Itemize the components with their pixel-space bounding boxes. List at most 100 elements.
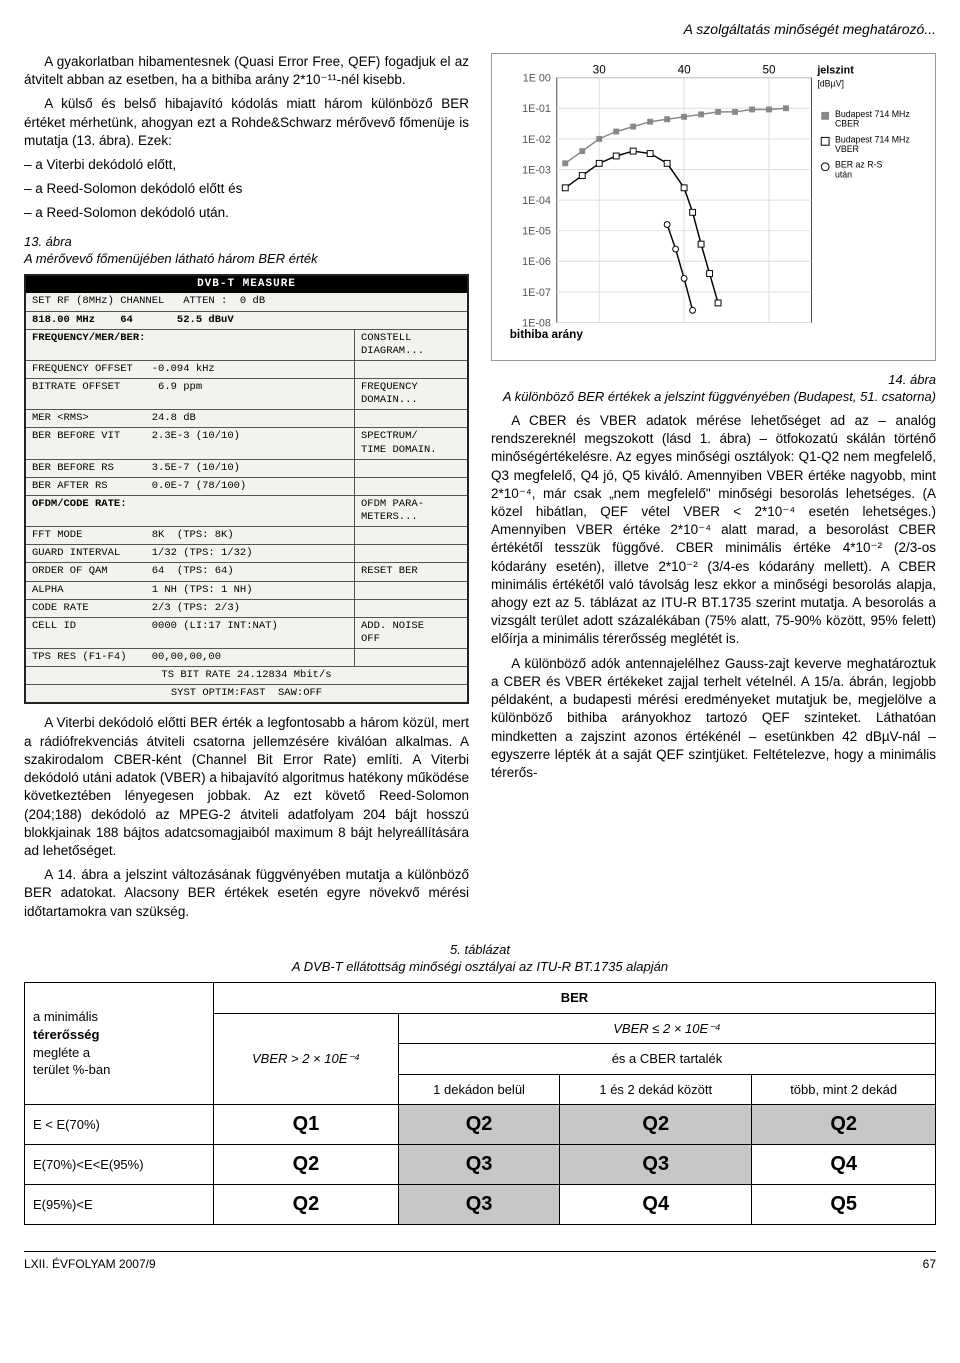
svg-text:Budapest 714 MHz: Budapest 714 MHz	[835, 134, 910, 144]
measure-side-3	[355, 410, 467, 427]
svg-text:után: után	[835, 169, 852, 179]
row2-c1: Q3	[398, 1185, 559, 1225]
th-vber-le: VBER ≤ 2 × 10E⁻⁴	[398, 1013, 935, 1044]
table5-rowhead: a minimális térerősség megléte a terület…	[25, 982, 214, 1104]
measure-ber-rs: BER BEFORE RS 3.5E-7 (10/10)	[26, 460, 355, 477]
svg-text:1E-06: 1E-06	[522, 256, 551, 268]
row1-c0: Q2	[213, 1145, 398, 1185]
measure-ber-vit: BER BEFORE VIT 2.3E-3 (10/10)	[26, 428, 355, 458]
svg-text:1E-03: 1E-03	[522, 164, 551, 176]
svg-text:bithiba arány: bithiba arány	[510, 328, 584, 341]
row0-c3: Q2	[752, 1105, 936, 1145]
measure-mer: MER <RMS> 24.8 dB	[26, 410, 355, 427]
table5-text: A DVB-T ellátottság minőségi osztályai a…	[292, 959, 668, 974]
th-cber-reserve: és a CBER tartalék	[398, 1044, 935, 1075]
right-column: 1E 00 1E-01 1E-02 1E-03 1E-04 1E-05 1E-06 1E-07…	[491, 53, 936, 927]
measure-freq-offset: FREQUENCY OFFSET -0.094 kHz	[26, 361, 355, 378]
dvbt-measure-panel: DVB-T MEASURE SET RF (8MHz) CHANNEL ATTE…	[24, 274, 469, 705]
row0-c0: Q1	[213, 1105, 398, 1145]
row1-c2: Q3	[560, 1145, 752, 1185]
fig14-text: A különböző BER értékek a jelszint függv…	[503, 389, 936, 404]
svg-text:1E-01: 1E-01	[522, 103, 551, 115]
measure-title: DVB-T MEASURE	[26, 276, 467, 294]
row0-c1: Q2	[398, 1105, 559, 1145]
measure-btn-freqdom[interactable]: FREQUENCY DOMAIN...	[355, 379, 467, 409]
th-col3: több, mint 2 dekád	[752, 1074, 936, 1105]
measure-alpha: ALPHA 1 NH (TPS: 1 NH)	[26, 582, 355, 599]
table5-caption: 5. táblázat A DVB-T ellátottság minőségi…	[24, 941, 936, 976]
fig13-text: A mérővevő főmenüjében látható három BER…	[24, 251, 318, 266]
measure-top-labels: SET RF (8MHz) CHANNEL ATTEN : 0 dB	[26, 293, 467, 310]
th-l2: megléte a	[33, 1045, 90, 1060]
fig14-chart: 1E 00 1E-01 1E-02 1E-03 1E-04 1E-05 1E-06 1E-07…	[491, 53, 936, 361]
row2-label: E(95%)<E	[25, 1185, 214, 1225]
fig14-num: 14. ábra	[888, 372, 936, 387]
row2-c0: Q2	[213, 1185, 398, 1225]
measure-syst: SYST OPTIM:FAST SAW:OFF	[26, 685, 467, 702]
left-column: A gyakorlatban hibamentesnek (Quasi Erro…	[24, 53, 469, 927]
svg-text:1E-02: 1E-02	[522, 134, 551, 146]
para-qef: A gyakorlatban hibamentesnek (Quasi Erro…	[24, 53, 469, 89]
measure-tpsres: TPS RES (F1-F4) 00,00,00,00	[26, 649, 355, 666]
row2-c2: Q4	[560, 1185, 752, 1225]
row1-c3: Q4	[752, 1145, 936, 1185]
svg-text:Budapest 714 MHz: Budapest 714 MHz	[835, 109, 910, 119]
two-column-layout: A gyakorlatban hibamentesnek (Quasi Erro…	[24, 53, 936, 927]
th-ber: BER	[213, 982, 935, 1013]
measure-ber-after-rs: BER AFTER RS 0.0E-7 (78/100)	[26, 478, 355, 495]
svg-text:1E 00: 1E 00	[523, 72, 551, 84]
th-l3: terület %-ban	[33, 1062, 110, 1077]
svg-text:BER az R-S: BER az R-S	[835, 160, 883, 170]
measure-btn-ofdm[interactable]: OFDM PARA- METERS...	[355, 496, 467, 526]
table-row: E(70%)<E<E(95%) Q2 Q3 Q3 Q4	[25, 1145, 936, 1185]
table-row: E < E(70%) Q1 Q2 Q2 Q2	[25, 1105, 936, 1145]
svg-text:[dBµV]: [dBµV]	[817, 78, 844, 88]
ber-vs-level-chart: 1E 00 1E-01 1E-02 1E-03 1E-04 1E-05 1E-06 1E-07…	[498, 60, 929, 354]
th-l1: térerősség	[33, 1027, 99, 1042]
svg-text:jelszint: jelszint	[816, 65, 854, 77]
svg-text:40: 40	[678, 64, 692, 77]
row2-c3: Q5	[752, 1185, 936, 1225]
para-ber-intro: A külső és belső hibajavító kódolás miat…	[24, 95, 469, 150]
th-col2: 1 és 2 dekád között	[560, 1074, 752, 1105]
measure-section2: OFDM/CODE RATE:	[26, 496, 355, 526]
svg-text:VBER: VBER	[835, 144, 859, 154]
para-viterbi: A Viterbi dekódoló előtti BER érték a le…	[24, 714, 469, 860]
measure-btn-noise[interactable]: ADD. NOISE OFF	[355, 618, 467, 648]
running-header: A szolgáltatás minőségét meghatározó...	[24, 20, 936, 39]
measure-btn-constell[interactable]: CONSTELL DIAGRAM...	[355, 330, 467, 360]
para-gauss: A különböző adók antennajelélhez Gauss-z…	[491, 655, 936, 783]
measure-side-1	[355, 361, 467, 378]
measure-guard: GUARD INTERVAL 1/32 (TPS: 1/32)	[26, 545, 355, 562]
measure-section1: FREQUENCY/MER/BER:	[26, 330, 355, 360]
row0-label: E < E(70%)	[25, 1105, 214, 1145]
row0-c2: Q2	[560, 1105, 752, 1145]
svg-text:1E-07: 1E-07	[522, 287, 551, 299]
svg-text:1E-04: 1E-04	[522, 195, 551, 207]
fig13-caption: 13. ábra A mérővevő főmenüjében látható …	[24, 233, 469, 268]
measure-side-5	[355, 460, 467, 477]
measure-cellid: CELL ID 0000 (LI:17 INT:NAT)	[26, 618, 355, 648]
fig13-num: 13. ábra	[24, 234, 72, 249]
table-row: E(95%)<E Q2 Q3 Q4 Q5	[25, 1185, 936, 1225]
th-l0: a minimális	[33, 1009, 98, 1024]
svg-text:50: 50	[762, 64, 776, 77]
svg-text:1E-05: 1E-05	[522, 225, 551, 237]
table5-num: 5. táblázat	[450, 942, 510, 957]
fig14-caption: 14. ábra A különböző BER értékek a jelsz…	[491, 371, 936, 406]
measure-fft: FFT MODE 8K (TPS: 8K)	[26, 527, 355, 544]
row1-label: E(70%)<E<E(95%)	[25, 1145, 214, 1185]
row1-c1: Q3	[398, 1145, 559, 1185]
th-col1: 1 dekádon belül	[398, 1074, 559, 1105]
measure-btn-spectrum[interactable]: SPECTRUM/ TIME DOMAIN.	[355, 428, 467, 458]
measure-top-values: 818.00 MHz 64 52.5 dBuV	[26, 312, 467, 329]
svg-text:CBER: CBER	[835, 118, 859, 128]
para-fig14ref: A 14. ábra a jelszint változásának függv…	[24, 866, 469, 921]
measure-qam: ORDER OF QAM 64 (TPS: 64)	[26, 563, 355, 580]
measure-bitrate: TS BIT RATE 24.12834 Mbit/s	[26, 667, 467, 684]
para-cber-vber: A CBER és VBER adatok mérése lehetőséget…	[491, 412, 936, 649]
th-vber-gt: VBER > 2 × 10E⁻⁴	[213, 1013, 398, 1105]
quality-class-table: a minimális térerősség megléte a terület…	[24, 982, 936, 1225]
measure-btn-reset[interactable]: RESET BER	[355, 563, 467, 580]
svg-text:30: 30	[593, 64, 607, 77]
